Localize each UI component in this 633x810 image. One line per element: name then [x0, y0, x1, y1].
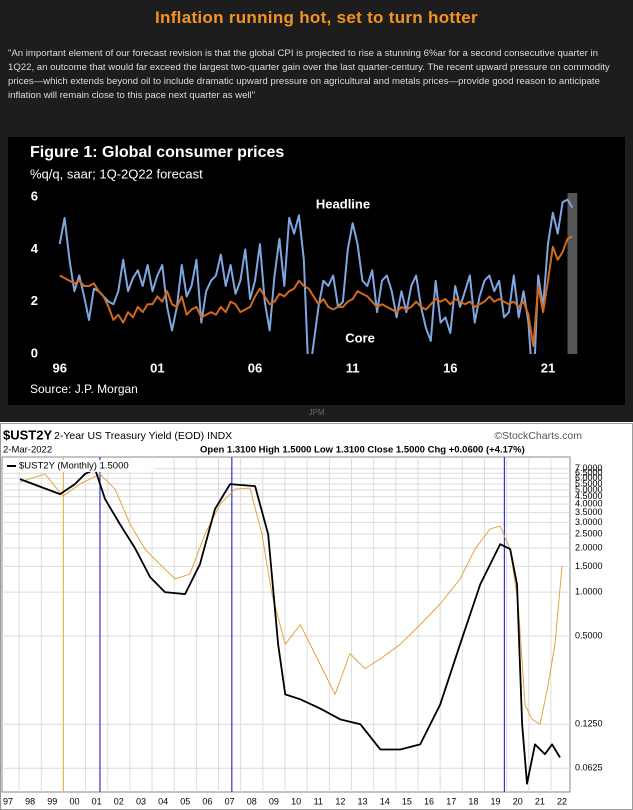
x-tick-label: 01 [150, 360, 164, 375]
x-tick-label: 04 [158, 796, 168, 806]
annotation: Headline [316, 196, 370, 211]
y-tick-label: 4 [31, 241, 39, 256]
y-tick-label: 4.5000 [575, 491, 603, 501]
top-panel: Inflation running hot, set to turn hotte… [0, 0, 633, 422]
y-tick-label: 6.5000 [575, 468, 603, 478]
x-tick-label: 08 [247, 796, 257, 806]
x-tick-label: 18 [468, 796, 478, 806]
y-tick-label: 0.5000 [575, 631, 603, 641]
x-tick-label: 14 [380, 796, 390, 806]
y-tick-label: 2 [31, 293, 38, 308]
x-tick-label: 09 [269, 796, 279, 806]
y-tick-label: 1.5000 [575, 561, 603, 571]
quote-line: Open 1.3100 High 1.5000 Low 1.3100 Close… [200, 445, 525, 456]
y-tick-label: 0.0625 [575, 763, 603, 773]
annotation: Core [345, 330, 375, 345]
y-tick-label: 4.0000 [575, 498, 603, 508]
cpi-chart: Figure 1: Global consumer prices %q/q, sa… [8, 137, 625, 405]
x-tick-label: 00 [69, 796, 79, 806]
x-tick-label: 16 [443, 360, 457, 375]
x-tick-label: 11 [314, 796, 323, 806]
y-tick-label: 0 [31, 345, 38, 360]
description: 2-Year US Treasury Yield (EOD) INDX [54, 430, 232, 442]
x-tick-label: 97 [3, 796, 13, 806]
x-tick-label: 22 [557, 796, 567, 806]
source: Source: J.P. Morgan [30, 382, 138, 396]
y-tick-label: 2.5000 [575, 528, 603, 538]
y-tick-label: 3.0000 [575, 517, 603, 527]
footer-note: JPM [308, 408, 325, 417]
x-tick-label: 21 [541, 360, 555, 375]
date: 2-Mar-2022 [3, 445, 52, 456]
x-tick-label: 05 [180, 796, 190, 806]
x-tick-label: 07 [225, 796, 235, 806]
y-tick-label: 6 [31, 188, 38, 203]
y-tick-label: 2.0000 [575, 543, 603, 553]
x-tick-label: 19 [491, 796, 501, 806]
quote: "An important element of our forecast re… [8, 48, 610, 101]
x-tick-label: 99 [47, 796, 57, 806]
x-tick-label: 12 [335, 796, 345, 806]
x-tick-label: 21 [535, 796, 545, 806]
x-tick-label: 98 [25, 796, 35, 806]
x-tick-label: 17 [446, 796, 456, 806]
chart-subtitle: %q/q, saar; 1Q-2Q22 forecast [30, 166, 203, 181]
x-tick-label: 20 [513, 796, 523, 806]
chart-title: Figure 1: Global consumer prices [30, 144, 284, 161]
symbol: $UST2Y [3, 427, 52, 442]
x-tick-label: 06 [248, 360, 262, 375]
y-tick-label: 5.5000 [575, 478, 603, 488]
legend-box [5, 460, 155, 472]
forecast-band [567, 193, 578, 354]
watermark: ©StockCharts.com [494, 430, 582, 442]
x-tick-label: 02 [114, 796, 124, 806]
x-tick-label: 10 [291, 796, 301, 806]
x-tick-label: 13 [358, 796, 368, 806]
x-tick-label: 15 [402, 796, 412, 806]
legend-label: $UST2Y (Monthly) 1.5000 [19, 461, 129, 472]
y-tick-label: 7.0000 [575, 463, 603, 473]
line [59, 235, 573, 348]
x-tick-label: 01 [92, 796, 102, 806]
x-tick-label: 16 [424, 796, 434, 806]
y-tick-label: 0.1250 [575, 719, 603, 729]
y-tick-label: 5.0000 [575, 484, 603, 494]
yield-chart: $UST2Y 2-Year US Treasury Yield (EOD) IND… [0, 423, 633, 810]
x-tick-label: 11 [346, 360, 360, 375]
y-tick-label: 3.5000 [575, 507, 603, 517]
y-tick-label: 1.0000 [575, 587, 603, 597]
x-tick-label: 03 [136, 796, 146, 806]
line [19, 473, 563, 725]
y-tick-label: 6.0000 [575, 473, 603, 483]
line [19, 468, 561, 785]
page-title: Inflation running hot, set to turn hotte… [155, 8, 478, 27]
x-tick-label: 06 [202, 796, 212, 806]
line [58, 198, 574, 354]
x-tick-label: 96 [52, 360, 66, 375]
